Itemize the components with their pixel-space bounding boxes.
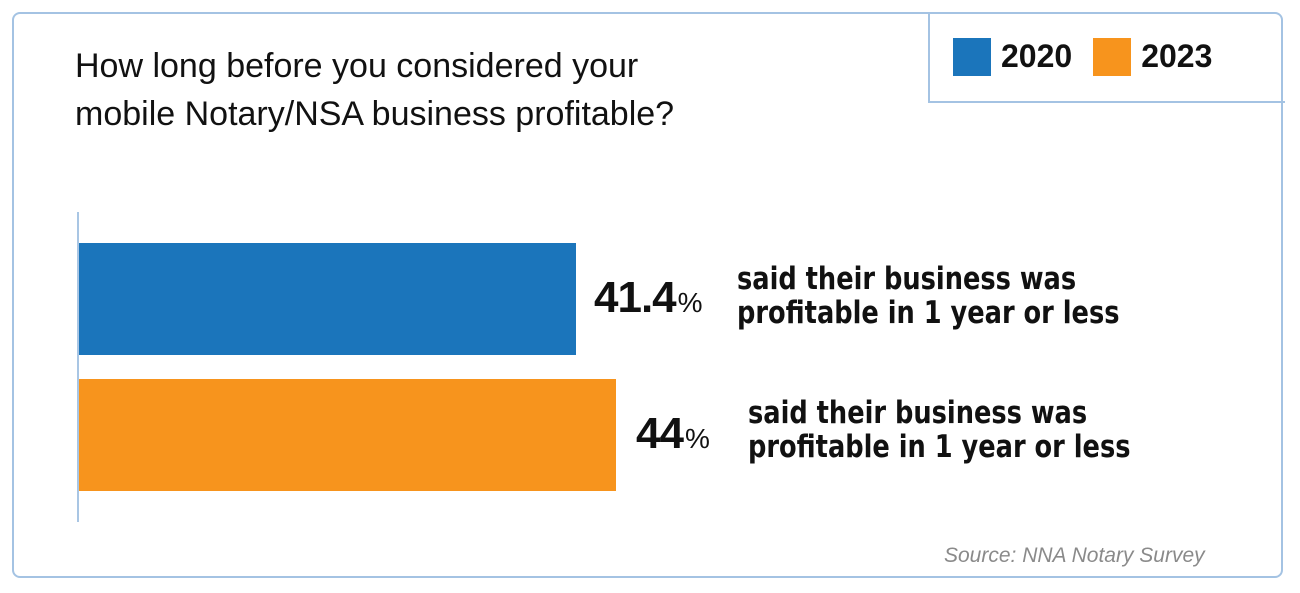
annotation-2020: said their business was profitable in 1 … bbox=[737, 262, 1120, 330]
annotation-2023: said their business was profitable in 1 … bbox=[748, 396, 1131, 464]
percent-sign-2020: % bbox=[677, 287, 703, 318]
legend-swatch-2020 bbox=[953, 37, 991, 76]
percent-sign-2023: % bbox=[684, 423, 710, 454]
y-axis-line bbox=[77, 212, 79, 522]
value-label-2023: 44% bbox=[636, 412, 710, 461]
annotation-2020-line-1: said their business was bbox=[737, 261, 1077, 297]
legend: 2020 2023 bbox=[928, 12, 1285, 103]
chart-title: How long before you considered your mobi… bbox=[75, 42, 674, 138]
bar-2023 bbox=[79, 379, 616, 491]
chart-frame bbox=[12, 12, 1283, 578]
annotation-2023-line-2: profitable in 1 year or less bbox=[748, 429, 1131, 465]
legend-item-2023: 2023 bbox=[1093, 37, 1213, 76]
bar-2020 bbox=[79, 243, 576, 355]
legend-label-2023: 2023 bbox=[1141, 38, 1213, 74]
value-label-2020: 41.4% bbox=[594, 276, 703, 325]
annotation-2020-line-2: profitable in 1 year or less bbox=[737, 295, 1120, 331]
value-number-2023: 44 bbox=[636, 409, 684, 458]
annotation-2023-line-1: said their business was bbox=[748, 395, 1088, 431]
legend-item-2020: 2020 bbox=[953, 37, 1073, 76]
legend-swatch-2023 bbox=[1093, 37, 1132, 76]
legend-label-2020: 2020 bbox=[1001, 38, 1073, 74]
title-line-1: How long before you considered your bbox=[75, 47, 639, 85]
value-number-2020: 41.4 bbox=[594, 273, 677, 322]
source-note: Source: NNA Notary Survey bbox=[944, 544, 1205, 567]
title-line-2: mobile Notary/NSA business profitable? bbox=[75, 95, 675, 133]
